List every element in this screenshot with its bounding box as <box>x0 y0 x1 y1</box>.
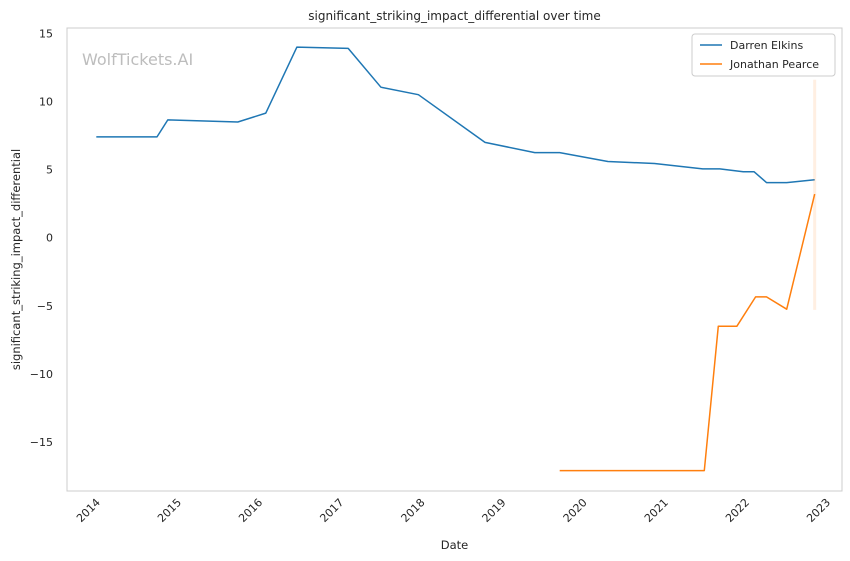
y-tick-label: 10 <box>39 96 53 109</box>
plot-background <box>67 28 842 491</box>
y-tick-label: −5 <box>37 300 53 313</box>
x-tick-label: 2016 <box>236 496 265 525</box>
y-tick-label: 0 <box>46 232 53 245</box>
legend-frame <box>691 33 836 77</box>
y-axis-title: significant_striking_impact_differential <box>9 149 23 370</box>
y-tick-label: 15 <box>39 27 53 40</box>
x-axis-title: Date <box>441 538 469 552</box>
x-tick-label: 2015 <box>155 496 184 525</box>
x-tick-label: 2014 <box>74 496 103 525</box>
y-tick-label: −10 <box>30 368 53 381</box>
x-tick-label: 2017 <box>317 496 346 525</box>
x-tick-label: 2019 <box>480 496 509 525</box>
y-tick-label: −15 <box>30 436 53 449</box>
watermark: WolfTickets.AI <box>82 50 193 69</box>
plot-area <box>66 27 843 492</box>
legend: Darren Elkins Jonathan Pearce <box>691 33 836 77</box>
series-line-jonathan-pearce <box>559 193 816 472</box>
series-layer <box>96 46 817 472</box>
x-tick-label: 2023 <box>804 496 833 525</box>
y-tick-label: 5 <box>46 164 53 177</box>
x-tick-label: 2022 <box>723 496 752 525</box>
series-line-darren-elkins <box>96 46 815 184</box>
y-axis: 15 10 5 0 −5 −10 −15 <box>30 27 53 449</box>
x-tick-label: 2020 <box>561 496 590 525</box>
legend-label-jonathan-pearce: Jonathan Pearce <box>729 58 819 71</box>
x-tick-label: 2018 <box>399 496 428 525</box>
x-axis: 2014 2015 2016 2017 2018 2019 2020 2021 2022 2023 <box>74 496 833 525</box>
legend-label-darren-elkins: Darren Elkins <box>730 39 803 52</box>
x-tick-label: 2021 <box>642 496 671 525</box>
plot-border <box>66 27 843 492</box>
chart-title: significant_striking_impact_differential… <box>308 9 600 23</box>
